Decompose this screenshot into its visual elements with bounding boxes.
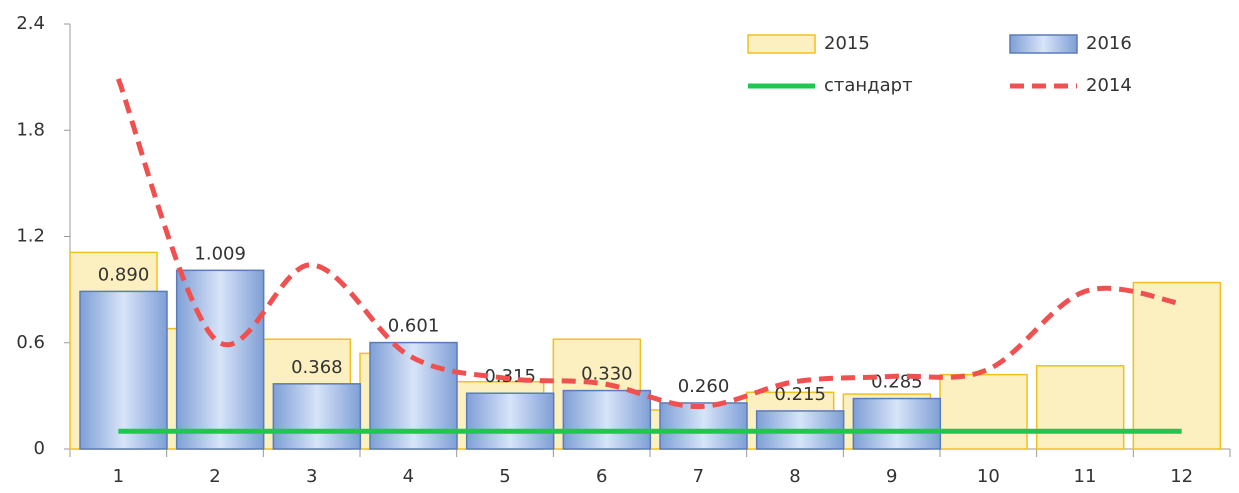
x-tick-label: 12 <box>1170 466 1193 487</box>
y-tick-label: 1.8 <box>16 119 45 140</box>
bar <box>852 397 942 450</box>
data-label: 0.260 <box>678 376 730 397</box>
x-tick-label: 9 <box>886 466 897 487</box>
line <box>115 78 1183 410</box>
data-label: 1.009 <box>194 243 246 264</box>
bar <box>939 373 1028 450</box>
x-tick-label: 6 <box>596 466 607 487</box>
x-tick-label: 8 <box>789 466 800 487</box>
x-tick-label: 4 <box>403 466 414 487</box>
bar <box>562 389 652 450</box>
x-tick-label: 11 <box>1074 466 1097 487</box>
x-tick-label: 2 <box>209 466 220 487</box>
x-tick-label: 10 <box>977 466 1000 487</box>
legend-label: 2016 <box>1086 33 1132 54</box>
x-tick-label: 5 <box>499 466 510 487</box>
x-tick-label: 1 <box>113 466 124 487</box>
data-label: 0.215 <box>774 384 826 405</box>
x-tick-label: 3 <box>306 466 317 487</box>
legend-swatch <box>1009 34 1078 54</box>
bar <box>272 383 362 450</box>
data-label: 0.330 <box>581 364 633 385</box>
data-label: 0.601 <box>388 316 440 337</box>
bar <box>1132 281 1222 450</box>
y-tick-label: 0.6 <box>16 332 45 353</box>
legend-swatch <box>747 34 816 54</box>
y-tick-label: 2.4 <box>16 13 45 34</box>
legend-label: 2014 <box>1086 75 1132 96</box>
bar <box>465 392 555 450</box>
bar <box>659 402 748 450</box>
y-tick-label: 1.2 <box>16 226 45 247</box>
data-label: 0.368 <box>291 357 343 378</box>
data-label: 0.890 <box>98 264 150 285</box>
bar <box>79 290 168 450</box>
x-tick-label: 7 <box>693 466 704 487</box>
legend-label: 2015 <box>824 33 870 54</box>
legend-label: стандарт <box>824 75 913 96</box>
bar <box>1035 365 1125 450</box>
y-tick-label: 0 <box>34 438 45 459</box>
